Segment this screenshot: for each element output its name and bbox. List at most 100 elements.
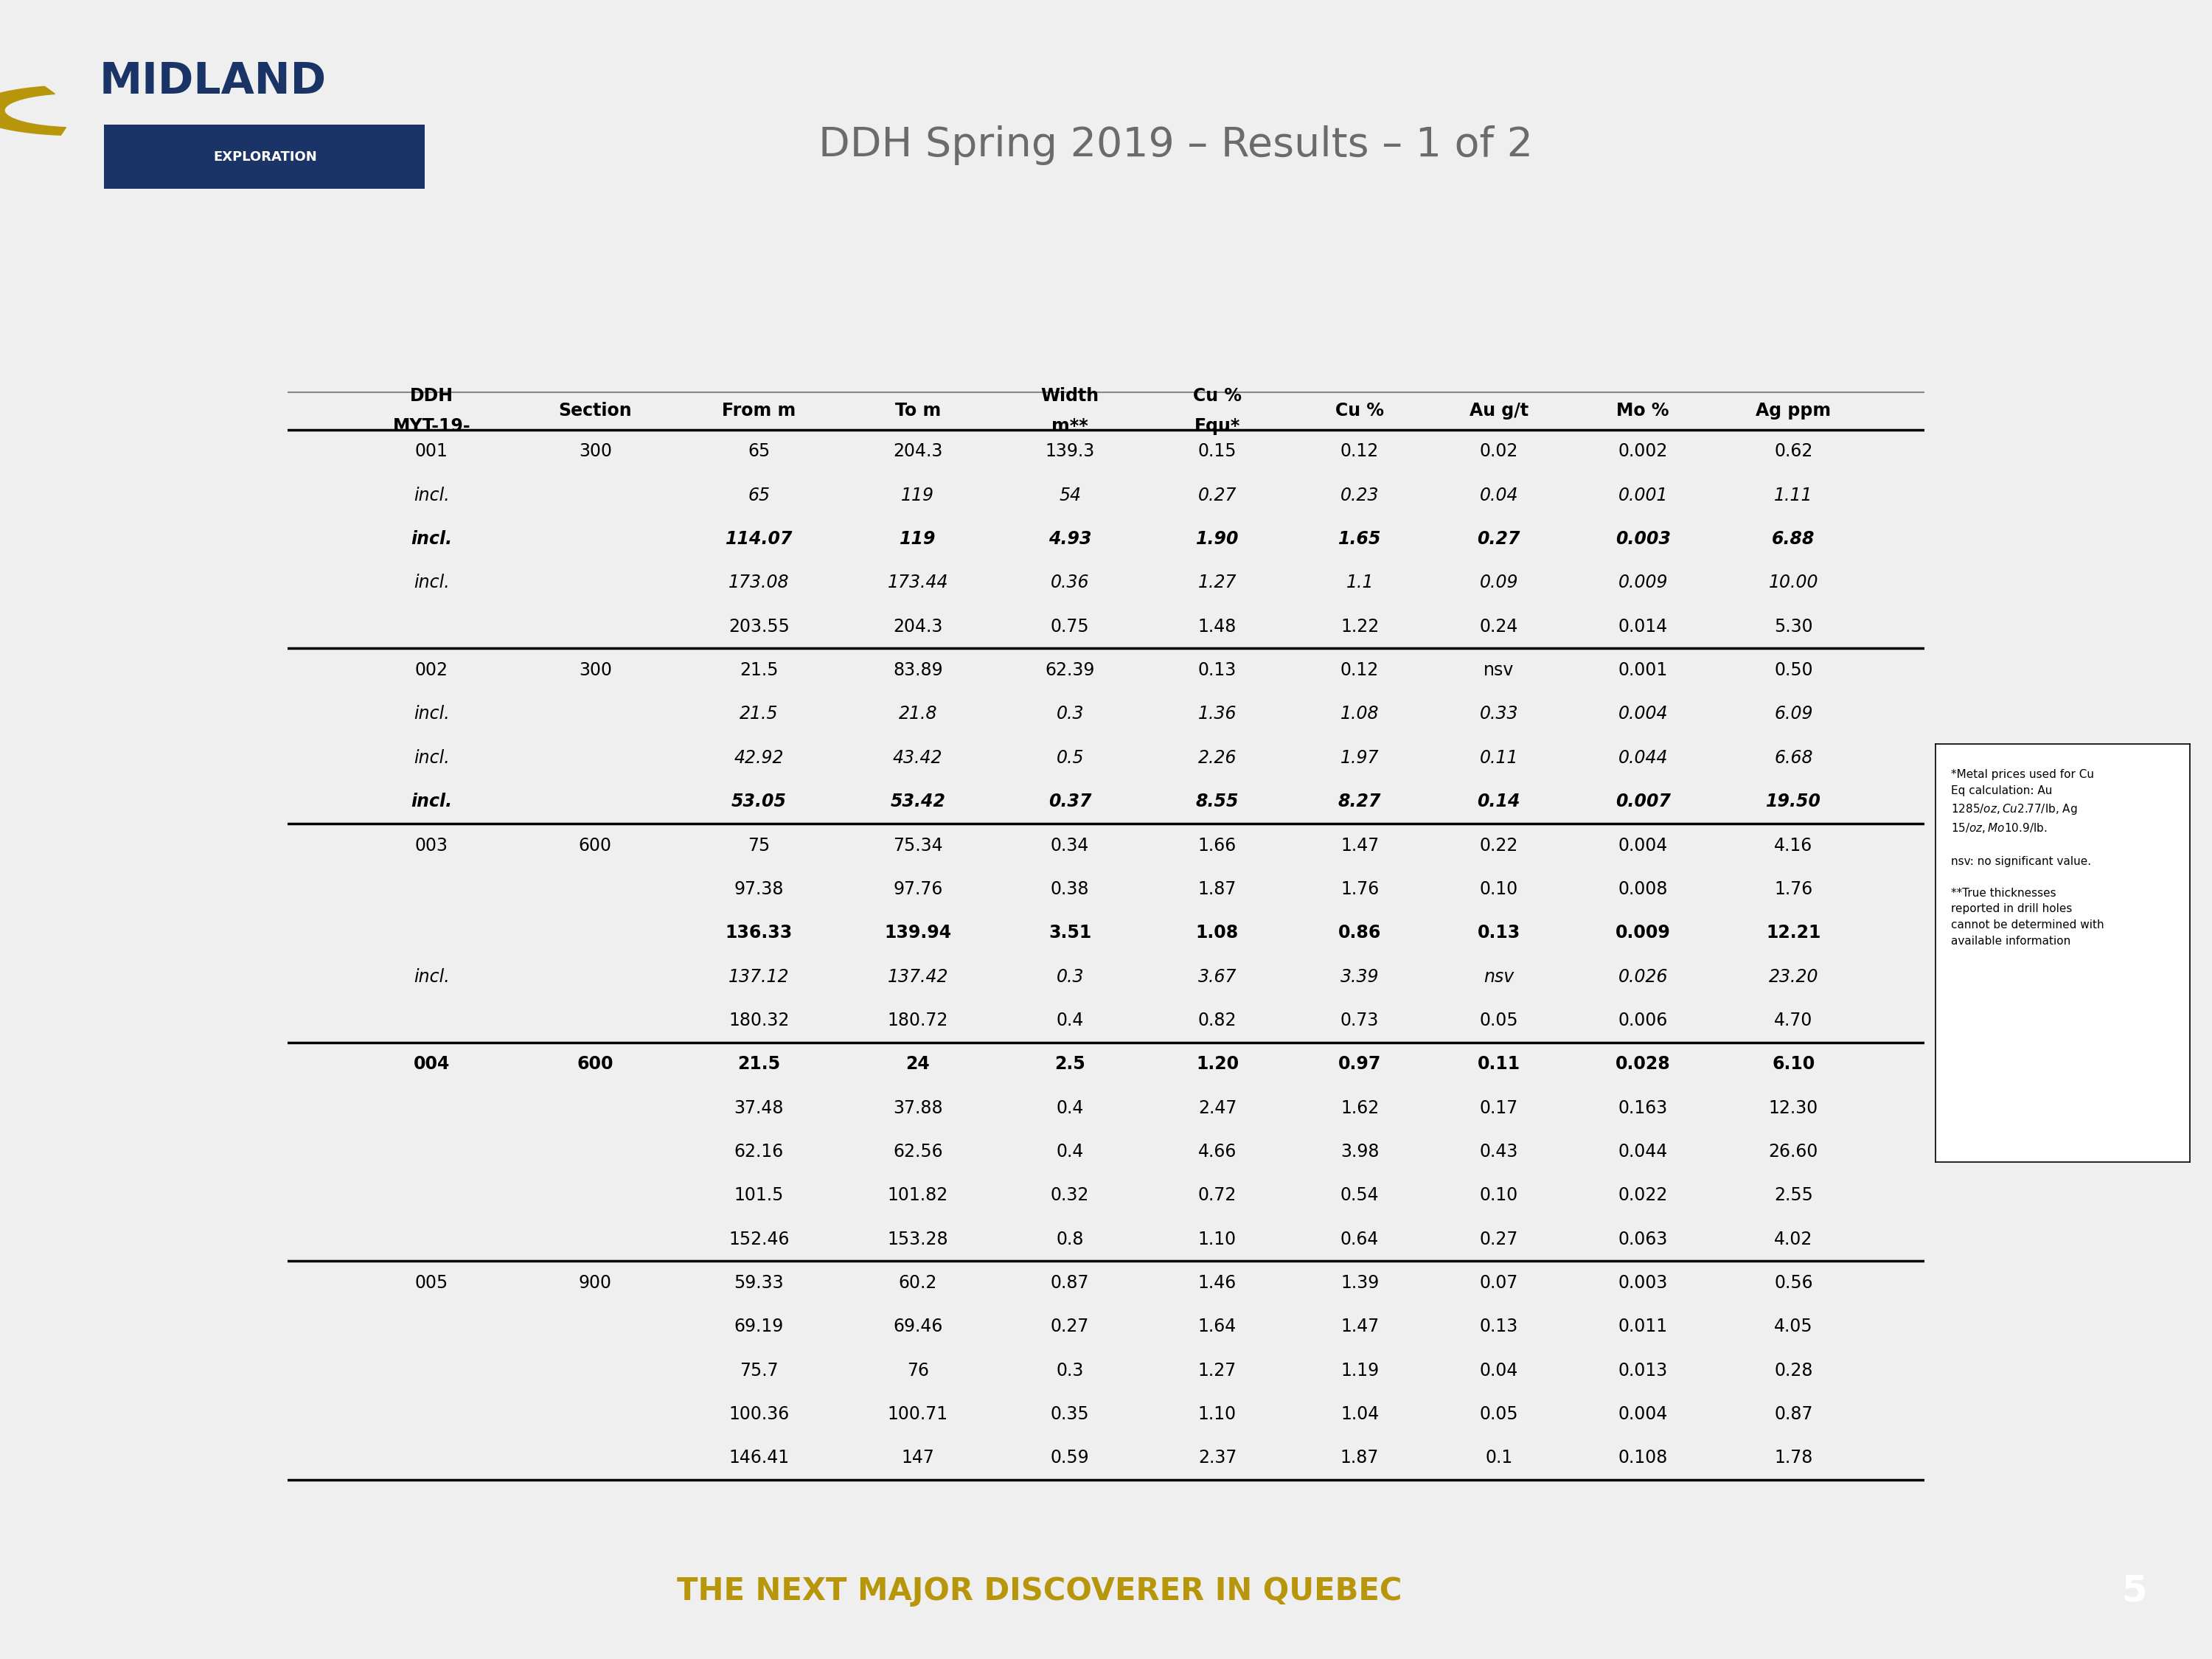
Text: 0.004: 0.004	[1617, 705, 1668, 723]
Text: 2.47: 2.47	[1199, 1100, 1237, 1117]
Text: 300: 300	[580, 443, 613, 461]
Text: 0.11: 0.11	[1480, 748, 1517, 766]
Text: 3.51: 3.51	[1048, 924, 1091, 942]
Text: 152.46: 152.46	[728, 1231, 790, 1248]
Text: 43.42: 43.42	[894, 748, 942, 766]
Text: 0.3: 0.3	[1055, 705, 1084, 723]
Text: 0.022: 0.022	[1617, 1186, 1668, 1204]
Text: 76: 76	[907, 1362, 929, 1379]
Text: 59.33: 59.33	[734, 1274, 783, 1292]
Text: Mo %: Mo %	[1617, 401, 1670, 420]
Text: 173.08: 173.08	[728, 574, 790, 592]
Text: 0.10: 0.10	[1480, 881, 1517, 898]
Text: 83.89: 83.89	[894, 662, 942, 679]
Text: *Metal prices used for Cu
Eq calculation: Au
$1285/oz, Cu $2.77/lb, Ag
$15/oz, M: *Metal prices used for Cu Eq calculation…	[1951, 770, 2104, 946]
Text: 1.22: 1.22	[1340, 617, 1378, 635]
Text: 21.8: 21.8	[898, 705, 938, 723]
Text: 180.72: 180.72	[887, 1012, 949, 1029]
Text: MIDLAND: MIDLAND	[100, 60, 327, 103]
Text: 0.007: 0.007	[1615, 793, 1670, 811]
Text: 0.009: 0.009	[1617, 574, 1668, 592]
Text: 21.5: 21.5	[739, 705, 779, 723]
Text: nsv: nsv	[1484, 967, 1513, 985]
Text: incl.: incl.	[414, 486, 449, 504]
Text: 100.36: 100.36	[728, 1405, 790, 1423]
Text: 2.55: 2.55	[1774, 1186, 1814, 1204]
Text: 4.02: 4.02	[1774, 1231, 1814, 1248]
Text: 0.009: 0.009	[1615, 924, 1670, 942]
Text: 139.3: 139.3	[1046, 443, 1095, 461]
Text: 8.55: 8.55	[1197, 793, 1239, 811]
Text: 0.13: 0.13	[1480, 1317, 1517, 1335]
Text: 4.16: 4.16	[1774, 836, 1814, 854]
Text: Width: Width	[1042, 387, 1099, 405]
Text: 0.003: 0.003	[1615, 531, 1670, 547]
Text: 0.56: 0.56	[1774, 1274, 1814, 1292]
Text: 6.10: 6.10	[1772, 1055, 1816, 1073]
Text: 147: 147	[900, 1450, 933, 1467]
Text: 21.5: 21.5	[737, 1055, 781, 1073]
Text: 1.64: 1.64	[1199, 1317, 1237, 1335]
Text: 4.70: 4.70	[1774, 1012, 1814, 1029]
Text: 0.12: 0.12	[1340, 662, 1378, 679]
Text: 4.66: 4.66	[1199, 1143, 1237, 1161]
Text: 1.46: 1.46	[1199, 1274, 1237, 1292]
Text: 0.028: 0.028	[1615, 1055, 1670, 1073]
Text: 180.32: 180.32	[728, 1012, 790, 1029]
Text: 119: 119	[900, 486, 933, 504]
Text: 600: 600	[580, 836, 613, 854]
Text: 0.163: 0.163	[1619, 1100, 1668, 1117]
Text: 0.004: 0.004	[1617, 1405, 1668, 1423]
Text: 003: 003	[416, 836, 449, 854]
Text: 75.34: 75.34	[894, 836, 942, 854]
Text: Au g/t: Au g/t	[1469, 401, 1528, 420]
Text: 1.76: 1.76	[1340, 881, 1378, 898]
Text: Section: Section	[560, 401, 633, 420]
Text: 114.07: 114.07	[726, 531, 792, 547]
Text: 8.27: 8.27	[1338, 793, 1380, 811]
Text: 37.88: 37.88	[894, 1100, 942, 1117]
Text: 0.86: 0.86	[1338, 924, 1380, 942]
Text: 3.67: 3.67	[1199, 967, 1237, 985]
Text: 0.026: 0.026	[1617, 967, 1668, 985]
Text: 0.17: 0.17	[1480, 1100, 1517, 1117]
Text: 153.28: 153.28	[887, 1231, 949, 1248]
Text: 75.7: 75.7	[739, 1362, 779, 1379]
Text: Ag ppm: Ag ppm	[1756, 401, 1832, 420]
FancyBboxPatch shape	[104, 124, 425, 189]
Text: 1.19: 1.19	[1340, 1362, 1378, 1379]
Text: 2.37: 2.37	[1199, 1450, 1237, 1467]
Text: 1.76: 1.76	[1774, 881, 1814, 898]
Text: 1.62: 1.62	[1340, 1100, 1378, 1117]
Text: 0.014: 0.014	[1619, 617, 1668, 635]
Text: 60.2: 60.2	[898, 1274, 938, 1292]
Text: 19.50: 19.50	[1765, 793, 1820, 811]
Text: 1.11: 1.11	[1774, 486, 1814, 504]
Text: 97.38: 97.38	[734, 881, 783, 898]
Text: 0.87: 0.87	[1774, 1405, 1814, 1423]
Text: 204.3: 204.3	[894, 617, 942, 635]
Text: DDH: DDH	[409, 387, 453, 405]
Text: 002: 002	[416, 662, 449, 679]
Text: 173.44: 173.44	[887, 574, 949, 592]
Text: 53.42: 53.42	[889, 793, 945, 811]
Text: 1.27: 1.27	[1199, 574, 1237, 592]
Text: 139.94: 139.94	[885, 924, 951, 942]
Text: 900: 900	[580, 1274, 613, 1292]
Text: 21.5: 21.5	[739, 662, 779, 679]
Text: 1.20: 1.20	[1197, 1055, 1239, 1073]
Text: 0.23: 0.23	[1340, 486, 1378, 504]
Text: 119: 119	[900, 531, 936, 547]
Text: 0.3: 0.3	[1055, 967, 1084, 985]
Text: 0.07: 0.07	[1480, 1274, 1517, 1292]
Text: 1.47: 1.47	[1340, 1317, 1378, 1335]
Text: 0.59: 0.59	[1051, 1450, 1088, 1467]
Text: 0.10: 0.10	[1480, 1186, 1517, 1204]
Text: 0.12: 0.12	[1340, 443, 1378, 461]
Text: 100.71: 100.71	[887, 1405, 949, 1423]
Text: 26.60: 26.60	[1770, 1143, 1818, 1161]
Text: 6.88: 6.88	[1772, 531, 1816, 547]
Text: 1.87: 1.87	[1340, 1450, 1378, 1467]
Text: 0.32: 0.32	[1051, 1186, 1088, 1204]
Text: From m: From m	[721, 401, 796, 420]
